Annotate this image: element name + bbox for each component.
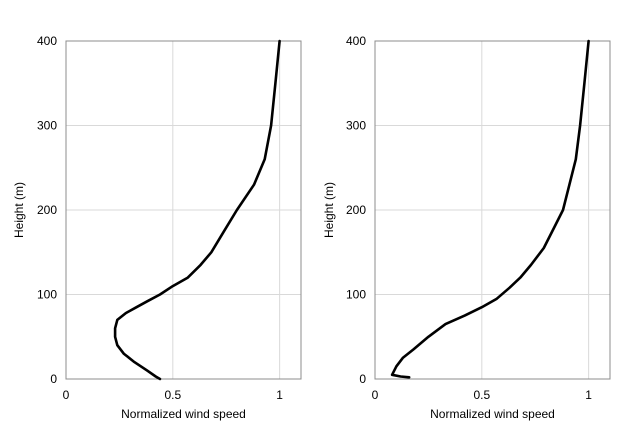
y-tick-label: 400: [37, 34, 57, 48]
y-tick-label: 400: [346, 34, 366, 48]
x-tick-label: 1: [585, 388, 592, 402]
x-tick-label: 0: [63, 388, 70, 402]
y-tick-label: 300: [37, 119, 57, 133]
y-tick-label: 0: [50, 372, 57, 386]
x-tick-label: 1: [276, 388, 283, 402]
x-axis-label: Normalized wind speed: [121, 407, 246, 421]
chart-panel-2: 0 100 200 300 400 0 0.5 1 Normalized wind speed H…: [322, 34, 611, 421]
y-tick-label: 200: [37, 203, 57, 217]
plot-frame: [374, 40, 611, 380]
y-tick-label: 200: [346, 203, 366, 217]
y-axis-label: Height (m): [12, 182, 26, 238]
plot-frame: [65, 40, 302, 380]
series-line: [390, 39, 590, 379]
y-tick-label: 300: [346, 119, 366, 133]
x-tick-label: 0.5: [473, 388, 490, 402]
y-tick-label: 0: [359, 372, 366, 386]
series-line: [113, 39, 281, 381]
x-tick-label: 0.5: [164, 388, 181, 402]
x-tick-label: 0: [372, 388, 379, 402]
y-tick-label: 100: [37, 288, 57, 302]
x-axis-label: Normalized wind speed: [430, 407, 555, 421]
y-tick-label: 100: [346, 288, 366, 302]
chart-panel-1: 0 100 200 300 400 0 0.5 1 Normalized wind speed H…: [12, 34, 302, 421]
y-axis-label: Height (m): [322, 182, 336, 238]
